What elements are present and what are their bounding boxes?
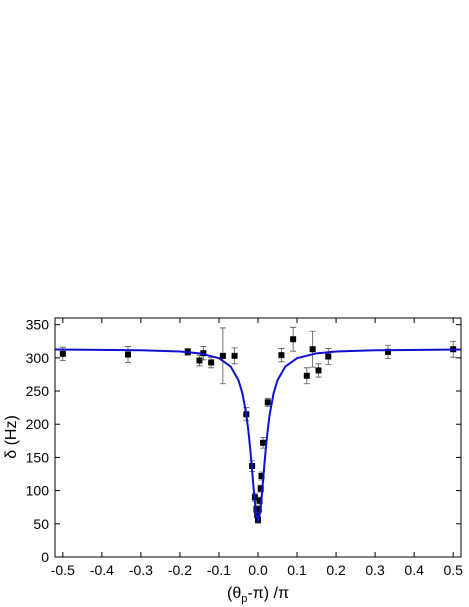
x-tick-label: -0.5 bbox=[51, 562, 75, 578]
data-point bbox=[315, 367, 322, 374]
x-label-sub: p bbox=[241, 593, 247, 605]
x-tick-label: 0.1 bbox=[287, 562, 307, 578]
y-tick-label: 350 bbox=[26, 317, 50, 333]
x-tick-label: -0.2 bbox=[168, 562, 192, 578]
x-label-rest: -π) /π bbox=[247, 585, 289, 602]
x-axis-label: (θp-π) /π bbox=[227, 585, 289, 605]
y-tick-label: 250 bbox=[26, 383, 50, 399]
x-tick-label: 0.2 bbox=[326, 562, 346, 578]
y-tick-label: 0 bbox=[41, 549, 49, 565]
data-point bbox=[264, 399, 271, 406]
x-tick-label: -0.1 bbox=[207, 562, 231, 578]
data-point bbox=[200, 350, 207, 357]
y-tick-label: 200 bbox=[26, 416, 50, 432]
data-point bbox=[260, 439, 267, 446]
fit-line bbox=[54, 348, 462, 525]
data-point bbox=[125, 351, 132, 358]
data-point bbox=[278, 352, 285, 359]
y-tick-label: 50 bbox=[33, 516, 49, 532]
data-point bbox=[303, 372, 310, 379]
data-point bbox=[258, 473, 265, 480]
data-point bbox=[219, 352, 226, 359]
data-point bbox=[256, 497, 263, 504]
data-point bbox=[59, 350, 66, 357]
data-point bbox=[255, 506, 262, 513]
data-point bbox=[196, 357, 203, 364]
x-tick-label: 0.5 bbox=[443, 562, 463, 578]
x-tick-label: -0.4 bbox=[90, 562, 114, 578]
x-tick-label: 0.4 bbox=[404, 562, 424, 578]
y-tick-label: 300 bbox=[26, 350, 50, 366]
y-tick-label: 100 bbox=[26, 483, 50, 499]
x-tick-label: 0.3 bbox=[365, 562, 385, 578]
data-point bbox=[208, 359, 215, 366]
x-label-main: (θ bbox=[227, 585, 241, 602]
data-point bbox=[384, 348, 391, 355]
data-point bbox=[309, 346, 316, 353]
data-point bbox=[257, 485, 264, 492]
data-point bbox=[231, 352, 238, 359]
data-point bbox=[325, 353, 332, 360]
x-tick-label: -0.3 bbox=[129, 562, 153, 578]
y-tick-label: 150 bbox=[26, 449, 50, 465]
x-tick-label: 0.0 bbox=[248, 562, 268, 578]
data-point bbox=[290, 336, 297, 343]
y-axis-label: δ (Hz) bbox=[3, 415, 20, 459]
